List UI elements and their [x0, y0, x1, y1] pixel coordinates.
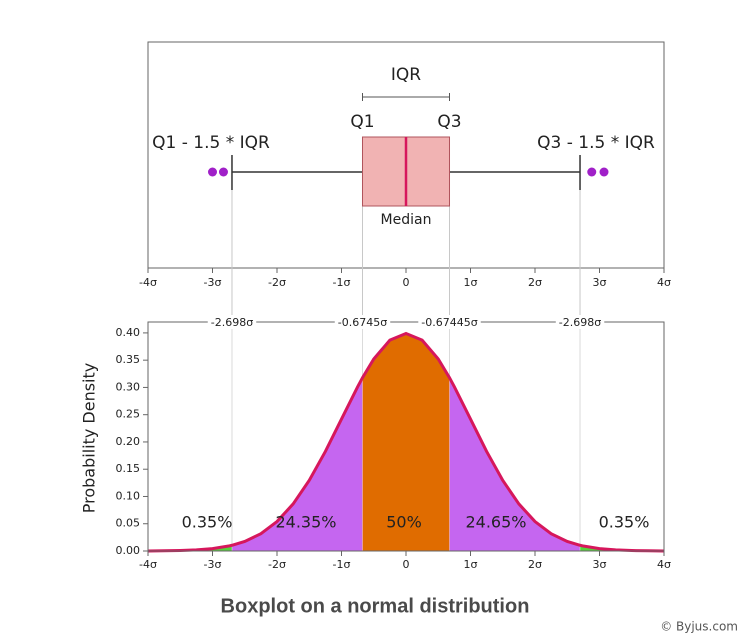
x-tick-label: 3σ — [593, 558, 607, 571]
x-tick-label: 4σ — [657, 558, 671, 571]
y-tick-label: 0.20 — [116, 435, 141, 448]
region-label: 24.35% — [275, 513, 336, 532]
y-tick-label: 0.30 — [116, 380, 141, 393]
chart-title: Boxplot on a normal distribution — [221, 595, 530, 617]
y-tick-label: 0.10 — [116, 489, 141, 502]
x-tick-label: -3σ — [204, 276, 222, 289]
boundary-label: -2.698σ — [211, 316, 253, 329]
y-tick-label: 0.00 — [116, 544, 141, 557]
y-tick-label: 0.15 — [116, 462, 141, 475]
region-label: 0.35% — [182, 513, 233, 532]
density-curve — [147, 331, 665, 553]
region — [231, 377, 363, 551]
label-layer: -4σ -3σ -2σ -1σ 0 1σ 2σ 3σ 4σ IQR Q1 Q3 Median Q1 - 1… — [116, 65, 672, 571]
boundary-label: -2.698σ — [559, 316, 601, 329]
region — [362, 333, 450, 551]
x-tick-label: -3σ — [204, 558, 222, 571]
x-tick-label: 3σ — [593, 276, 607, 289]
annotation: Q1 — [350, 112, 374, 132]
x-tick-label: 0 — [403, 276, 410, 289]
outlier — [218, 167, 228, 177]
y-tick-label: 0.25 — [116, 408, 141, 421]
x-tick-label: 0 — [403, 558, 410, 571]
boundary-label: -0.6745σ — [338, 316, 387, 329]
x-tick-label: 2σ — [528, 276, 542, 289]
y-tick-label: 0.05 — [116, 517, 141, 530]
outlier — [599, 167, 609, 177]
label-background — [207, 315, 257, 329]
region — [449, 377, 581, 551]
x-tick-label: -4σ — [139, 558, 157, 571]
y-axis-label: Probability Density — [80, 363, 99, 514]
x-tick-label: -2σ — [268, 276, 286, 289]
label-background — [334, 315, 391, 329]
x-tick-label: -2σ — [268, 558, 286, 571]
y-tick-label: 0.40 — [116, 326, 141, 339]
boundary-label: -0.67445σ — [421, 316, 477, 329]
region-label: 24.65% — [465, 513, 526, 532]
outlier — [208, 167, 217, 177]
plot-layer — [143, 93, 665, 556]
x-tick-label: 2σ — [528, 558, 542, 571]
region-label: 0.35% — [599, 513, 650, 532]
label-background — [418, 315, 481, 329]
annotation: Q3 - 1.5 * IQR — [537, 133, 655, 153]
y-tick-label: 0.35 — [116, 353, 141, 366]
annotation: Q1 - 1.5 * IQR — [152, 133, 270, 153]
credit: © Byjus.com — [660, 620, 738, 634]
annotation: Median — [381, 212, 432, 228]
x-tick-label: 1σ — [464, 558, 478, 571]
region-label: 50% — [386, 513, 422, 532]
x-tick-label: -4σ — [139, 276, 157, 289]
x-tick-label: -1σ — [333, 558, 351, 571]
outlier — [587, 167, 597, 177]
annotation: Q3 — [437, 112, 461, 132]
x-tick-label: 1σ — [464, 276, 478, 289]
label-background — [555, 315, 605, 329]
x-tick-label: -1σ — [333, 276, 351, 289]
annotation: IQR — [391, 65, 421, 85]
x-tick-label: 4σ — [657, 276, 671, 289]
